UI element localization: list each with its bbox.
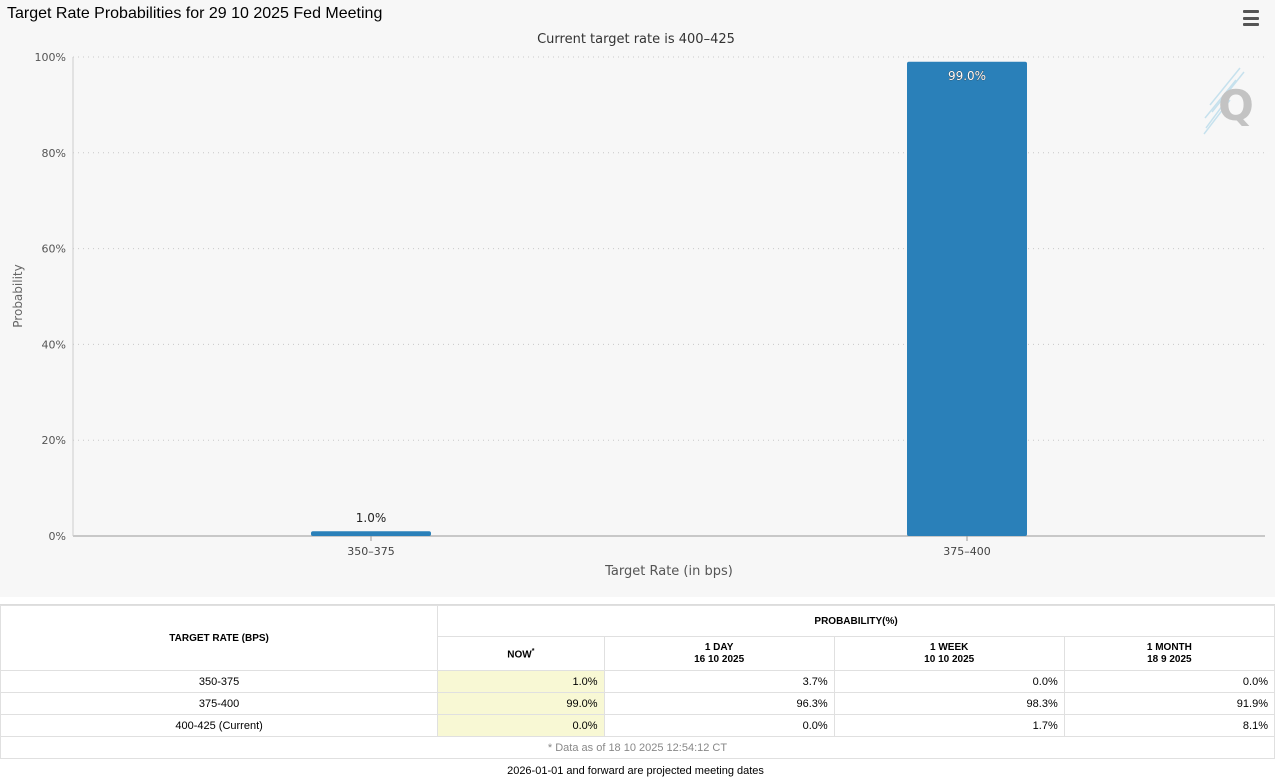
logo-stripe bbox=[1203, 99, 1231, 135]
one-month-cell: 91.9% bbox=[1063, 692, 1276, 715]
chart-subtitle: Current target rate is 400–425 bbox=[537, 32, 735, 47]
column-header-now: NOW* bbox=[437, 636, 605, 671]
y-tick-label: 20% bbox=[42, 434, 66, 447]
one-day-cell: 0.0% bbox=[603, 714, 835, 737]
chart-container: Target Rate Probabilities for 29 10 2025… bbox=[7, 5, 1265, 579]
data-timestamp-footnote: * Data as of 18 10 2025 12:54:12 CT bbox=[0, 736, 1275, 759]
one-day-cell: 96.3% bbox=[603, 692, 835, 715]
bar bbox=[907, 61, 1027, 536]
now-cell: 99.0% bbox=[437, 692, 605, 715]
one-day-cell: 3.7% bbox=[603, 670, 835, 693]
hamburger-menu-icon[interactable] bbox=[1240, 8, 1262, 28]
y-tick-label: 0% bbox=[49, 530, 66, 543]
column-header-1-week: 1 WEEK 10 10 2025 bbox=[833, 636, 1065, 671]
y-tick-label: 100% bbox=[35, 51, 66, 64]
probability-header: PROBABILITY(%) bbox=[437, 604, 1275, 638]
y-tick-label: 40% bbox=[42, 338, 66, 351]
logo-stripe bbox=[1204, 79, 1237, 119]
one-week-cell: 1.7% bbox=[833, 714, 1065, 737]
target-rate-header: TARGET RATE (BPS) bbox=[0, 605, 439, 671]
table-row: 375-400 99.0% 96.3% 98.3% 91.9% bbox=[0, 692, 1276, 715]
now-cell: 0.0% bbox=[437, 714, 605, 737]
column-header-1-month: 1 MONTH 18 9 2025 bbox=[1063, 636, 1276, 671]
logo-letter: Q bbox=[1218, 81, 1254, 130]
y-tick-label: 60% bbox=[42, 243, 66, 256]
page-title: Target Rate Probabilities for 29 10 2025… bbox=[7, 5, 383, 22]
probability-table: TARGET RATE (BPS) PROBABILITY(%) NOW* 1 … bbox=[0, 604, 1276, 759]
logo-stripe bbox=[1205, 89, 1235, 129]
bar bbox=[311, 531, 431, 536]
rate-cell: 350-375 bbox=[0, 670, 439, 693]
one-week-cell: 0.0% bbox=[833, 670, 1065, 693]
now-cell: 1.0% bbox=[437, 670, 605, 693]
rate-cell: 400-425 (Current) bbox=[0, 714, 439, 737]
rate-cell: 375-400 bbox=[0, 692, 439, 715]
logo-stripe bbox=[1211, 71, 1245, 113]
q-logo-icon: Q bbox=[1203, 67, 1254, 135]
x-tick-label: 375–400 bbox=[943, 545, 991, 558]
one-week-cell: 98.3% bbox=[833, 692, 1065, 715]
data-label: 99.0% bbox=[948, 69, 986, 83]
projection-note: 2026-01-01 and forward are projected mee… bbox=[507, 765, 764, 777]
y-axis-label: Probability bbox=[11, 264, 25, 327]
table-row: 350-375 1.0% 3.7% 0.0% 0.0% bbox=[0, 670, 1276, 693]
probability-table-container: TARGET RATE (BPS) PROBABILITY(%) NOW* 1 … bbox=[0, 604, 1276, 759]
bar-chart: Current target rate is 400–425 0% 20% 40% 60… bbox=[11, 32, 1265, 579]
one-month-cell: 0.0% bbox=[1063, 670, 1276, 693]
column-header-1-day: 1 DAY 16 10 2025 bbox=[603, 636, 835, 671]
y-tick-label: 80% bbox=[42, 147, 66, 160]
logo-stripe bbox=[1209, 67, 1241, 106]
one-month-cell: 8.1% bbox=[1063, 714, 1276, 737]
x-tick-label: 350–375 bbox=[347, 545, 395, 558]
data-label: 1.0% bbox=[356, 511, 387, 525]
table-row: 400-425 (Current) 0.0% 0.0% 1.7% 8.1% bbox=[0, 714, 1276, 737]
x-axis-label: Target Rate (in bps) bbox=[604, 564, 733, 579]
